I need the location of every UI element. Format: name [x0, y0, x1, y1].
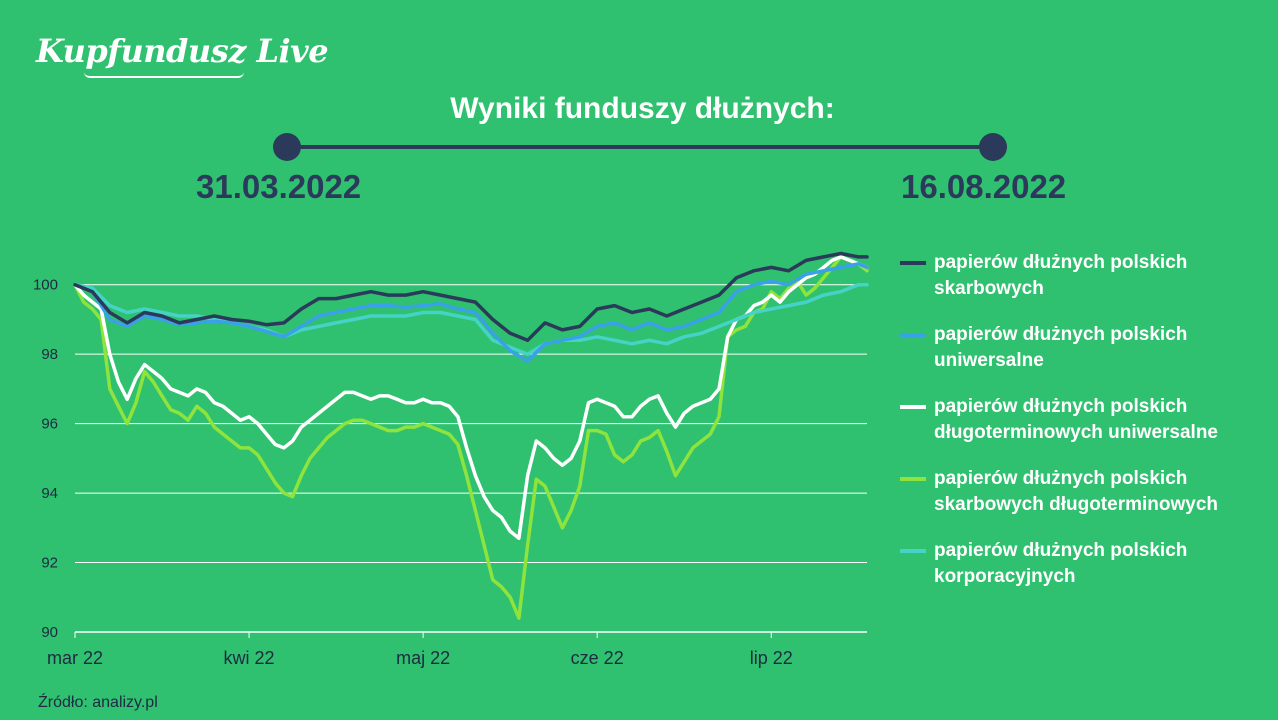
legend-label: papierów dłużnych polskich długoterminow…	[934, 396, 1218, 443]
x-axis: mar 22 kwi 22 maj 22 cze 22 lip 22	[47, 632, 793, 668]
legend-label: papierów dłużnych polskich skarbowych dł…	[934, 468, 1218, 515]
legend: papierów dłużnych polskich skarbowych pa…	[900, 250, 1270, 610]
series-line-2	[73, 255, 869, 540]
timeline-line	[287, 145, 993, 149]
legend-swatch	[900, 477, 926, 481]
y-tick-label: 100	[33, 277, 58, 294]
legend-swatch	[900, 549, 926, 553]
chart-title: Wyniki funduszy dłużnych:	[450, 92, 835, 125]
x-tick-label: cze 22	[571, 648, 624, 668]
legend-label: papierów dłużnych polskich skarbowych	[934, 252, 1188, 299]
x-tick-label: mar 22	[47, 648, 103, 668]
timeline-start-dot	[273, 133, 301, 161]
legend-item-korporacyjnych: papierów dłużnych polskich korporacyjnyc…	[900, 538, 1270, 590]
legend-item-dlugoterminowych-uniwersalne: papierów dłużnych polskich długoterminow…	[900, 394, 1270, 446]
y-axis-ticks: 90 92 94 96 98 100	[33, 277, 58, 641]
x-tick-label: lip 22	[750, 648, 793, 668]
legend-item-skarbowych-dlugoterminowych: papierów dłużnych polskich skarbowych dł…	[900, 466, 1270, 518]
legend-item-uniwersalne: papierów dłużnych polskich uniwersalne	[900, 322, 1270, 374]
series-line-1	[73, 262, 869, 363]
legend-label: papierów dłużnych polskich korporacyjnyc…	[934, 540, 1188, 587]
series-lines	[73, 251, 869, 620]
x-tick-label: kwi 22	[224, 648, 275, 668]
brand-logo-swoosh	[84, 72, 244, 78]
legend-swatch	[900, 333, 926, 337]
x-tick-label: maj 22	[396, 648, 450, 668]
legend-item-skarbowych: papierów dłużnych polskich skarbowych	[900, 250, 1270, 302]
line-chart: 90 92 94 96 98 100 mar 22 kwi 22 maj 22 cze 22 li…	[33, 251, 869, 668]
series-line-0	[73, 251, 869, 343]
brand-logo: Kupfundusz Live	[36, 32, 329, 70]
timeline-end-dot	[979, 133, 1007, 161]
series-line-3	[73, 255, 869, 620]
y-tick-label: 96	[41, 416, 58, 433]
end-date: 16.08.2022	[901, 168, 1067, 205]
legend-swatch	[900, 405, 926, 409]
y-tick-label: 98	[41, 346, 58, 363]
y-tick-label: 94	[41, 485, 58, 502]
start-date: 31.03.2022	[196, 168, 362, 205]
y-tick-label: 90	[41, 624, 58, 641]
legend-swatch	[900, 261, 926, 265]
source-note: Źródło: analizy.pl	[38, 694, 158, 711]
y-tick-label: 92	[41, 555, 58, 572]
legend-label: papierów dłużnych polskich uniwersalne	[934, 324, 1188, 371]
